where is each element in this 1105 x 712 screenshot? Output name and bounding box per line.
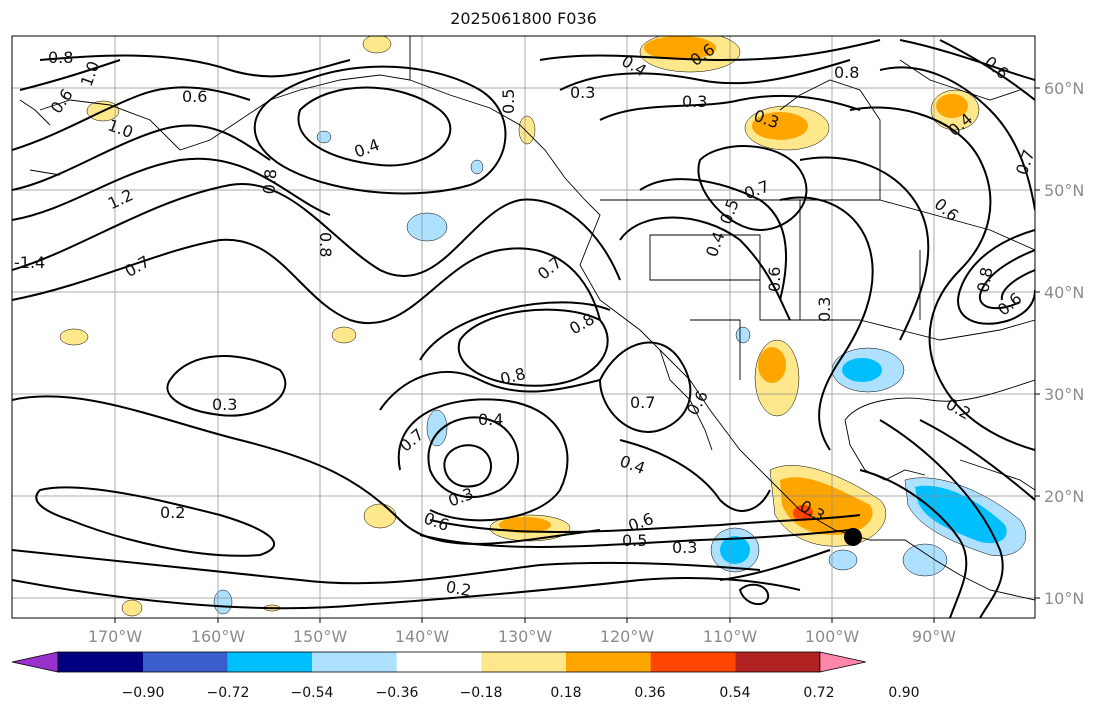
- contour-label: -1.4: [14, 253, 45, 272]
- colorbar-tick-label: 0.18: [550, 685, 581, 701]
- contour-label: 0.8: [834, 63, 859, 82]
- latitude-axis: 60°N 50°N 40°N 30°N 20°N 10°N: [1035, 79, 1084, 608]
- colorbar-tick-label: 0.72: [803, 685, 834, 701]
- colorbar-tick-label: −0.72: [207, 685, 250, 701]
- contour-label: 0.6: [765, 267, 784, 292]
- colorbar-segment: [312, 652, 397, 672]
- colorbar-extend-low: [11, 651, 59, 673]
- colorbar-tick-label: −0.54: [291, 685, 334, 701]
- contour-label: 0.4: [478, 410, 503, 429]
- map-title: 2025061800 F036: [450, 9, 597, 28]
- contour-label: 0.8: [316, 232, 335, 257]
- contour-label: 0.2: [160, 503, 185, 522]
- shading-layer: [59, 36, 1026, 617]
- colorbar-tick-label: −0.18: [460, 685, 503, 701]
- lat-label: 40°N: [1044, 283, 1084, 302]
- colorbar-segment: [481, 652, 566, 672]
- colorbar-segment: [396, 652, 482, 672]
- colorbar-extend-high: [819, 651, 866, 673]
- lon-label: 110°W: [703, 627, 758, 646]
- lon-label: 90°W: [912, 627, 956, 646]
- map-border: [11, 35, 1036, 619]
- colorbar-segment: [735, 652, 820, 672]
- colorbar-frame: [57, 651, 821, 673]
- contour-label: 0.6: [182, 87, 207, 106]
- contour-label: 0.3: [815, 297, 834, 322]
- colorbar: [11, 651, 866, 673]
- colorbar-tick-label: 0.36: [634, 685, 665, 701]
- colorbar-segment: [650, 652, 736, 672]
- contour-label: 0.8: [259, 168, 280, 195]
- colorbar-tick-label: −0.36: [376, 685, 419, 701]
- lon-label: 150°W: [293, 627, 348, 646]
- lat-label: 60°N: [1044, 79, 1084, 98]
- contour-label: 0.5: [499, 89, 518, 114]
- lon-label: 130°W: [498, 627, 553, 646]
- contour-label: 0.3: [570, 83, 595, 102]
- lon-label: 170°W: [88, 627, 143, 646]
- lat-label: 30°N: [1044, 385, 1084, 404]
- colorbar-segment: [227, 652, 313, 672]
- contour-lines: [12, 39, 1035, 618]
- lat-label: 20°N: [1044, 487, 1084, 506]
- contour-label: 0.7: [1012, 147, 1039, 177]
- contour-label: 0.3: [682, 92, 707, 111]
- lon-label: 140°W: [395, 627, 450, 646]
- lon-label: 120°W: [600, 627, 655, 646]
- colorbar-segment: [143, 652, 228, 672]
- contour-label: 0.3: [212, 395, 237, 414]
- contour-label: 0.3: [672, 538, 697, 557]
- colorbar-segment: [58, 652, 143, 672]
- longitude-axis: 170°W 160°W 150°W 140°W 130°W 120°W 110°…: [88, 618, 956, 646]
- contour-label: 0.7: [630, 393, 655, 412]
- colorbar-tick-label: 0.54: [719, 685, 750, 701]
- contour-label: 0.5: [622, 531, 647, 550]
- lat-label: 50°N: [1044, 181, 1084, 200]
- lon-label: 100°W: [805, 627, 860, 646]
- map-area: 0.8 1.0 0.6 0.6 1.0 1.2 -1.4 0.7 0.8 0.8…: [12, 36, 1039, 618]
- colorbar-tick-label: −0.90: [122, 685, 165, 701]
- graticule: [12, 36, 1035, 618]
- contour-label: 0.8: [973, 266, 996, 294]
- lon-label: 160°W: [191, 627, 246, 646]
- colorbar-tick-label: 0.90: [888, 685, 919, 701]
- lat-label: 10°N: [1044, 589, 1084, 608]
- colorbar-segment: [566, 652, 651, 672]
- contour-label: 0.2: [444, 577, 472, 600]
- storm-location-marker: [844, 528, 862, 546]
- colorbar-labels: −0.90 −0.72 −0.54 −0.36 −0.18 0.18 0.36 …: [122, 685, 920, 701]
- contour-label: 0.8: [48, 48, 73, 67]
